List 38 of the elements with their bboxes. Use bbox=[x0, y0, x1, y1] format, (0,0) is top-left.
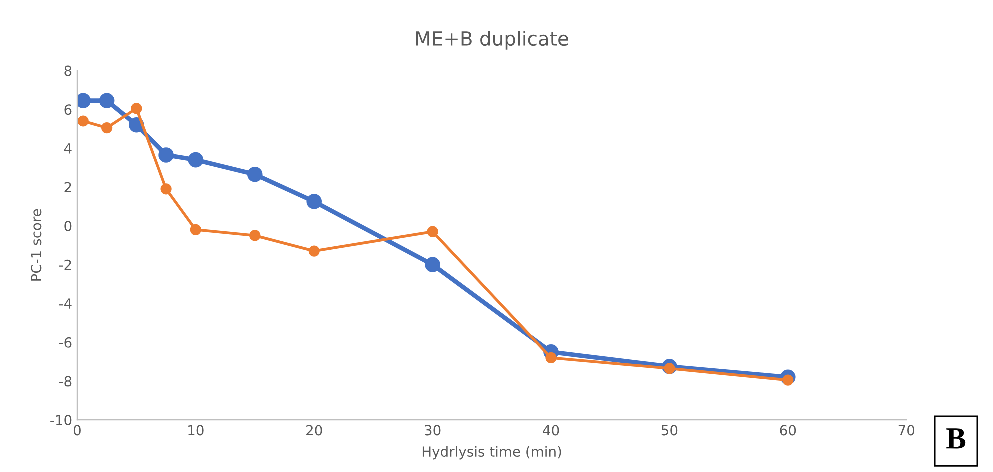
x-axis-title: Hydrlysis time (min) bbox=[422, 446, 562, 460]
point bbox=[308, 246, 320, 257]
y-tick-label: 6 bbox=[64, 104, 72, 116]
x-tick-label: 70 bbox=[898, 425, 915, 436]
x-tick-label: 40 bbox=[543, 425, 560, 436]
y-tick-label: -8 bbox=[59, 376, 72, 387]
point bbox=[247, 166, 263, 182]
point bbox=[99, 93, 115, 109]
y-tick-label: -10 bbox=[50, 415, 72, 426]
point bbox=[250, 230, 261, 242]
x-tick-label: 30 bbox=[425, 425, 441, 436]
point bbox=[131, 103, 142, 114]
point bbox=[425, 257, 440, 272]
y-tick-label: -6 bbox=[59, 337, 72, 348]
point bbox=[427, 226, 438, 238]
y-tick-label: -4 bbox=[59, 298, 72, 309]
text: B bbox=[946, 428, 966, 449]
x-tick-label: 60 bbox=[780, 425, 796, 436]
x-tick-label: 10 bbox=[188, 425, 204, 436]
y-tick-label: -2 bbox=[59, 260, 72, 270]
point bbox=[546, 352, 557, 364]
y-tick-label: 8 bbox=[64, 66, 72, 76]
point bbox=[188, 152, 204, 168]
point bbox=[78, 116, 89, 127]
point bbox=[190, 224, 202, 236]
point bbox=[160, 184, 172, 195]
point bbox=[306, 194, 322, 210]
x-tick-label: 20 bbox=[306, 425, 322, 436]
point bbox=[77, 93, 92, 109]
y-axis-title: PC-1 score bbox=[31, 209, 42, 281]
y-tick-label: 4 bbox=[64, 144, 72, 154]
y-tick-label: 2 bbox=[64, 182, 72, 193]
point bbox=[158, 148, 174, 163]
point bbox=[102, 122, 113, 134]
x-tick-label: 0 bbox=[74, 425, 81, 436]
chart-title: ME+B duplicate bbox=[416, 31, 568, 50]
y-tick-label: 0 bbox=[64, 221, 72, 232]
x-tick-label: 50 bbox=[662, 425, 678, 436]
